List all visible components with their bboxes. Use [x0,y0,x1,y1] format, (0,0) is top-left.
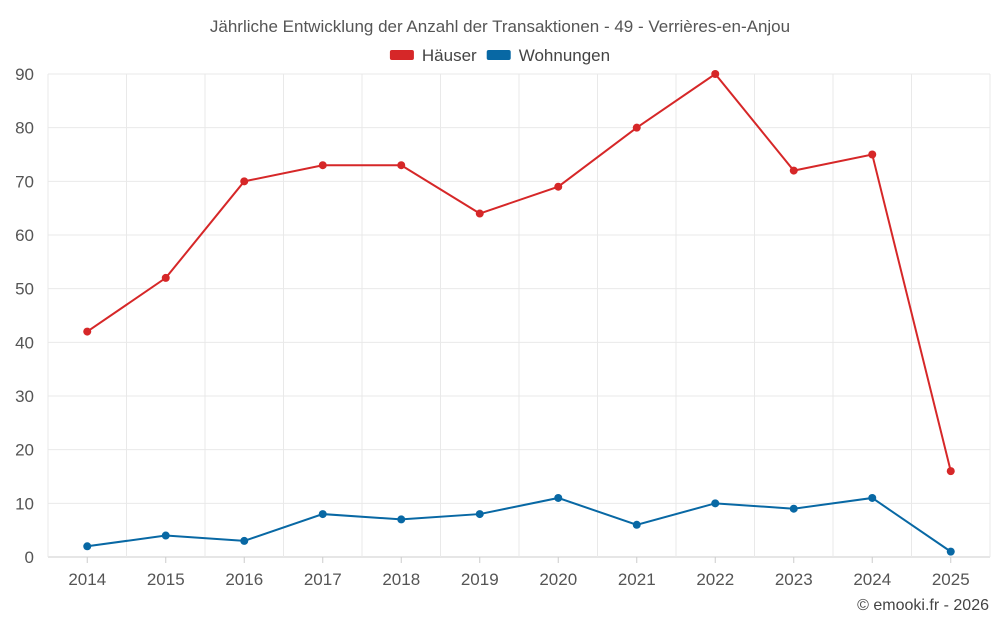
x-tick-label: 2016 [225,570,263,589]
series-haeuser [83,70,955,476]
data-point [946,547,955,556]
grid [47,73,991,558]
y-tick-label: 90 [15,65,34,84]
credit-text: © emooki.fr - 2026 [857,597,989,614]
legend-item-haeuser: Häuser [389,46,477,65]
y-tick-label: 50 [15,280,34,299]
x-axis: 2014 2015 2016 2017 2018 2019 2020 2021 2022 2023… [68,557,970,589]
legend-swatch [486,50,511,60]
series-wohnungen [83,493,955,556]
x-tick-label: 2021 [618,570,656,589]
x-tick-label: 2020 [539,570,577,589]
data-point [475,510,484,519]
y-tick-label: 10 [15,494,34,513]
data-point [632,123,641,132]
x-tick-label: 2014 [68,570,106,589]
data-point [240,536,249,545]
y-tick-label: 80 [15,119,34,138]
x-tick-label: 2015 [147,570,185,589]
series-line [87,496,952,553]
y-tick-label: 30 [15,387,34,406]
data-point [946,467,955,476]
x-tick-label: 2018 [382,570,420,589]
data-point [83,327,92,336]
x-tick-label: 2025 [932,570,970,589]
data-point [868,493,877,502]
y-tick-label: 40 [15,333,34,352]
data-point [554,493,563,502]
legend-label: Wohnungen [519,46,610,65]
y-tick-label: 0 [25,548,34,567]
legend-item-wohnungen: Wohnungen [486,46,610,65]
data-point [397,515,406,524]
data-point [161,273,170,282]
y-axis: 0 10 20 30 40 50 60 70 80 90 [15,65,34,567]
data-point [397,161,406,170]
data-point [318,510,327,519]
data-point [83,542,92,551]
legend-label: Häuser [422,46,477,65]
series-group [83,70,955,556]
legend-swatch [389,50,414,60]
data-point [475,209,484,218]
y-tick-label: 70 [15,172,34,191]
data-point [711,499,720,508]
x-tick-label: 2024 [853,570,891,589]
data-point [318,161,327,170]
chart-title: Jährliche Entwicklung der Anzahl der Tra… [210,17,790,36]
data-point [711,70,720,78]
data-point [868,150,877,159]
y-tick-label: 20 [15,441,34,460]
x-tick-label: 2023 [775,570,813,589]
x-tick-label: 2019 [461,570,499,589]
x-tick-label: 2017 [304,570,342,589]
x-tick-label: 2022 [696,570,734,589]
data-point [240,177,249,186]
data-point [789,166,798,175]
data-point [554,182,563,191]
data-point [632,520,641,529]
data-point [161,531,170,540]
legend: Häuser Wohnungen [389,46,610,65]
data-point [789,504,798,513]
series-line [86,72,952,472]
y-tick-label: 60 [15,226,34,245]
